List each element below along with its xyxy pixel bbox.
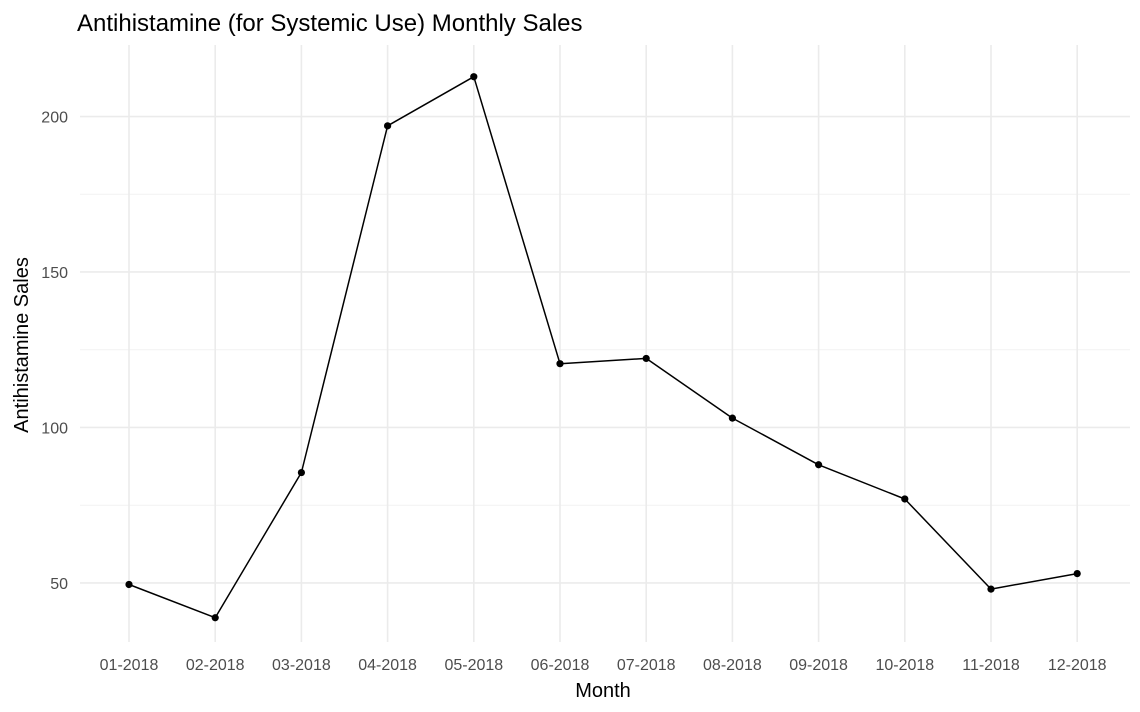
data-point <box>728 414 737 422</box>
y-tick-label: 50 <box>50 576 68 593</box>
x-tick-label: 07-2018 <box>617 657 676 674</box>
data-point <box>470 73 478 81</box>
data-point <box>642 354 650 363</box>
data-point <box>901 495 909 503</box>
x-tick-label: 03-2018 <box>272 657 331 674</box>
y-axis-title: Antihistamine Sales <box>11 257 33 433</box>
data-point <box>125 580 133 589</box>
x-axis-ticks: 01-2018 02-2018 03-2018 04-2018 05-2018 06-20… <box>100 657 1107 674</box>
x-axis-title: Month <box>575 680 631 702</box>
x-tick-label: 08-2018 <box>703 657 762 674</box>
x-tick-label: 06-2018 <box>531 657 590 674</box>
data-point <box>815 461 823 469</box>
x-tick-label: 11-2018 <box>962 657 1020 674</box>
data-point <box>987 585 995 593</box>
x-tick-label: 12-2018 <box>1048 657 1107 674</box>
x-tick-label: 09-2018 <box>789 657 848 674</box>
x-tick-label: 04-2018 <box>358 657 417 674</box>
y-axis-ticks: 50 100 150 200 <box>41 110 68 593</box>
series-line <box>128 75 1078 619</box>
y-tick-label: 200 <box>41 110 68 127</box>
data-point <box>211 614 219 622</box>
gridlines <box>80 45 1130 642</box>
x-tick-label: 05-2018 <box>444 657 503 674</box>
data-point <box>556 360 564 368</box>
chart-title: Antihistamine (for Systemic Use) Monthly… <box>77 10 583 37</box>
x-tick-label: 01-2018 <box>100 657 159 674</box>
x-tick-label: 10-2018 <box>875 657 934 674</box>
x-tick-label: 02-2018 <box>186 657 245 674</box>
y-tick-label: 100 <box>41 420 68 437</box>
data-point <box>384 122 392 130</box>
data-points <box>125 73 1081 622</box>
data-point <box>297 468 305 477</box>
data-point <box>1073 569 1081 578</box>
y-tick-label: 150 <box>41 265 68 282</box>
